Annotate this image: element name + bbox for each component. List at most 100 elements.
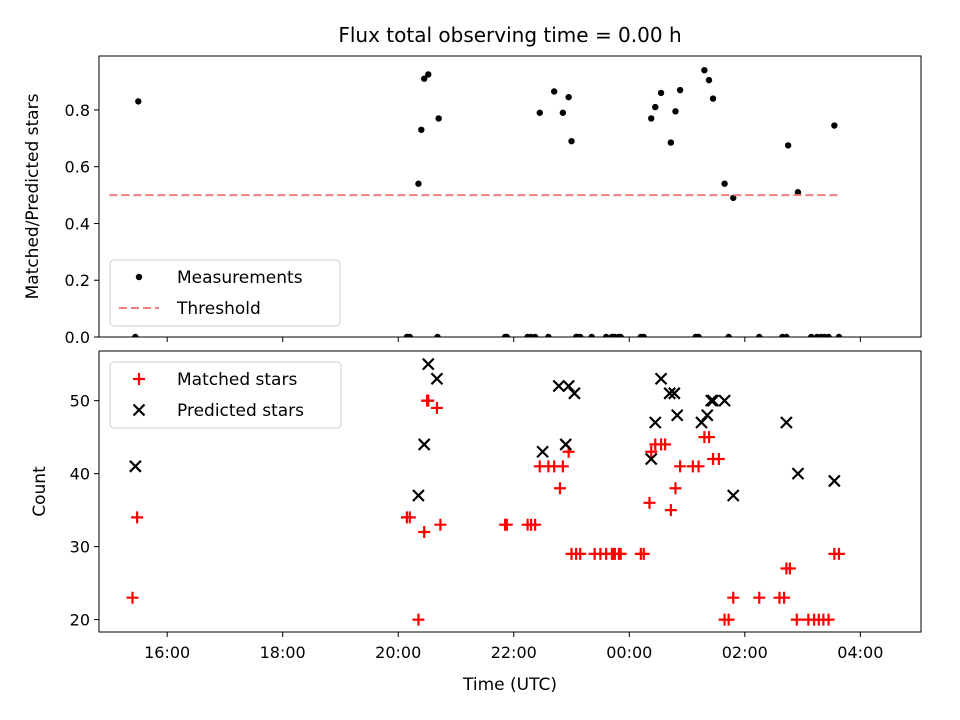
matched-star-point [556,460,569,473]
measurement-point [132,333,139,337]
legend: Measurements Threshold [109,259,341,327]
legend-box [109,361,342,429]
predicted-star-point [129,460,142,473]
legend-marker-plus [133,373,145,385]
measurement-point [559,109,567,116]
matched-star-point [783,562,796,575]
predicted-star-point [705,394,718,407]
x-tick-label: 00:00 [606,643,652,662]
measurement-point [657,89,665,97]
measurement-point [545,333,552,337]
plot-area [109,66,843,337]
y-tick-label: 50 [70,392,90,411]
measurement-point [730,194,737,202]
predicted-star-point [559,438,573,451]
measurement-point [588,333,595,337]
x-tick-label: 04:00 [837,643,883,662]
plot-area [126,357,845,626]
measurement-point [835,333,843,337]
measurement-point [676,86,684,94]
measurement-point [536,109,543,116]
measurement-point [406,333,413,337]
matched-star-point [703,431,716,444]
legend-marker-x [132,403,146,417]
x-tick-label: 22:00 [491,643,537,662]
matched-star-point [822,613,835,626]
legend-label: Predicted stars [177,401,304,421]
predicted-star-point [700,408,714,422]
matched-star-point [614,547,627,560]
measurement-point [672,108,679,115]
measurement-point [640,333,647,337]
matched-star-point [434,518,447,531]
x-axis-label: Time (UTC) [462,675,557,695]
measurement-point [435,115,442,122]
matched-star-point [643,496,656,509]
measurement-point [725,333,732,337]
y-tick-label: 40 [70,465,90,484]
measurement-point [808,333,815,337]
matched-star-point [574,547,587,560]
legend-marker-dot [135,273,143,281]
matched-star-point [637,547,650,560]
panel-ratio: 0.0 0.2 0.4 0.6 0.8 Matched/Predicted stars Me… [23,55,922,347]
matched-star-point [412,613,425,626]
measurement-point [574,333,581,337]
measurement-point [421,75,428,82]
matched-star-point [131,511,144,524]
matched-star-point [790,613,803,626]
measurement-point [135,98,142,105]
matched-star-point [712,453,725,466]
measurement-point [425,71,432,78]
predicted-star-point [828,474,841,488]
measurement-point [701,66,708,74]
predicted-star-point [706,394,720,407]
legend-label: Measurements [177,268,303,288]
plot-frame [98,350,922,633]
measurement-point [503,333,511,337]
measurement-point [721,180,728,187]
measurement-point [794,189,802,196]
measurement-point [695,333,702,337]
matched-star-point [753,591,766,604]
predicted-star-point [649,416,662,429]
legend-label: Threshold [176,299,261,319]
measurement-point [617,333,624,337]
y-tick-label: 0.4 [65,214,90,233]
x-tick-label: 18:00 [260,643,306,662]
y-tick-label: 20 [70,611,90,630]
measurement-point [434,333,441,337]
measurement-point [756,333,763,337]
matched-star-point [669,482,682,495]
legend-label: Matched stars [177,370,297,390]
matched-star-point [727,591,740,604]
y-axis-label: Count [30,466,50,517]
matched-star-point [645,445,658,458]
legend-box [109,259,341,327]
measurement-point [705,76,713,84]
predicted-star-point [552,379,566,393]
measurement-point [825,333,832,337]
matched-star-point [529,518,542,531]
predicted-star-point [417,438,431,451]
matched-star-point [674,460,687,473]
matched-star-point [722,613,735,626]
predicted-star-point [663,387,676,400]
measurement-point [568,137,575,145]
predicted-star-point [791,467,805,480]
measurement-point [831,122,838,129]
matched-star-point [500,518,513,531]
predicted-star-point [430,372,444,386]
chart-title: Flux total observing time = 0.00 h [338,23,681,47]
predicted-star-point [670,408,684,422]
measurement-point [648,115,655,122]
measurement-point [784,142,792,149]
predicted-star-point [726,489,740,502]
measurement-point [709,95,717,102]
measurement-point [418,126,425,133]
matched-star-point [659,438,672,451]
measurement-point [415,180,422,187]
predicted-star-point [780,416,793,429]
predicted-star-point [718,394,731,407]
